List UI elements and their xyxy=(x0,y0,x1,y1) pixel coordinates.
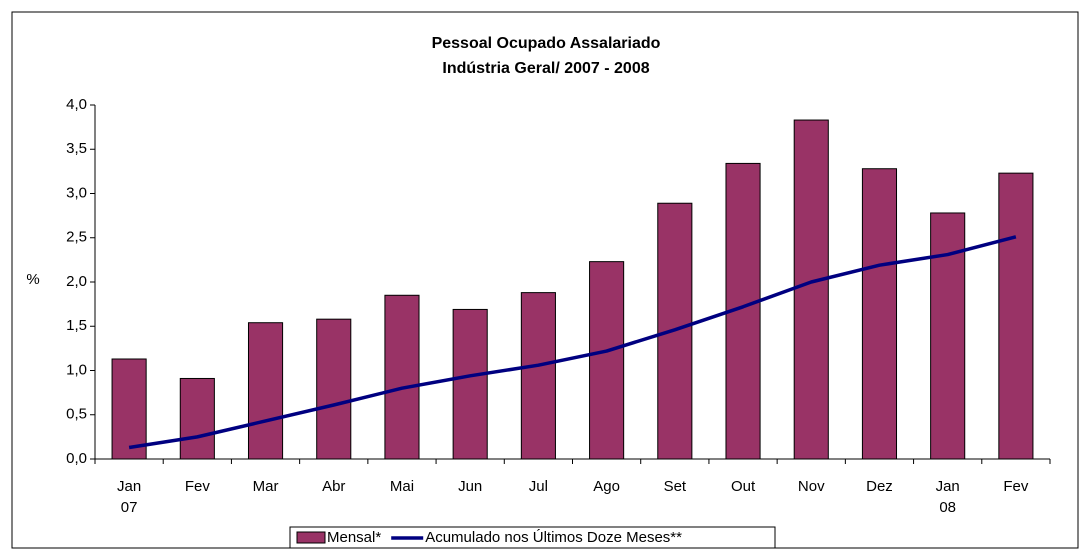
y-axis-label: % xyxy=(26,271,39,288)
y-tick-label: 3,5 xyxy=(66,140,87,157)
y-tick-label: 3,0 xyxy=(66,184,87,201)
y-tick-label: 1,0 xyxy=(66,361,87,378)
chart-frame xyxy=(11,11,1079,549)
legend: Mensal* Acumulado nos Últimos Doze Meses*… xyxy=(289,526,776,549)
bar xyxy=(589,261,625,460)
x-tick-label: Fev xyxy=(185,478,211,495)
x-tick-label: Ago xyxy=(593,478,620,495)
bar xyxy=(316,318,352,460)
legend-swatch xyxy=(296,531,326,544)
x-tick-label: Set xyxy=(664,478,687,495)
bar xyxy=(520,292,556,460)
y-tick-label: 2,0 xyxy=(66,273,87,290)
y-tick-label: 2,5 xyxy=(66,229,87,246)
bar xyxy=(111,358,147,460)
y-tick-label: 4,0 xyxy=(66,96,87,113)
x-tick-label: Dez xyxy=(866,478,893,495)
x-tick-label: Mar xyxy=(253,478,279,495)
x-tick-label: Jun xyxy=(458,478,482,495)
bar xyxy=(247,322,284,460)
y-tick-label: 1,5 xyxy=(66,317,87,334)
y-tick-label: 0,5 xyxy=(66,406,87,423)
bar xyxy=(998,172,1034,460)
bar xyxy=(179,377,215,460)
x-tick-label: Out xyxy=(731,478,756,495)
bar xyxy=(384,294,420,460)
bar xyxy=(793,119,829,460)
x-tick-label: Jan 08 xyxy=(936,478,960,516)
legend-label: Acumulado nos Últimos Doze Meses** xyxy=(425,529,682,546)
legend-label: Mensal* xyxy=(327,529,381,546)
x-tick-label: Fev xyxy=(1003,478,1029,495)
chart-title: Pessoal Ocupado Assalariado xyxy=(432,35,661,52)
x-tick-label: Jul xyxy=(529,478,548,495)
x-tick-label: Nov xyxy=(798,478,825,495)
x-tick-label: Jan 07 xyxy=(117,478,141,516)
line xyxy=(128,235,1017,450)
bar xyxy=(452,308,488,460)
bar xyxy=(861,168,898,460)
x-tick-label: Abr xyxy=(322,478,345,495)
bar xyxy=(657,202,693,460)
x-tick-label: Mai xyxy=(390,478,414,495)
chart-subtitle: Indústria Geral/ 2007 - 2008 xyxy=(442,60,649,77)
legend-frame xyxy=(289,526,776,549)
y-tick-label: 0,0 xyxy=(66,450,87,467)
